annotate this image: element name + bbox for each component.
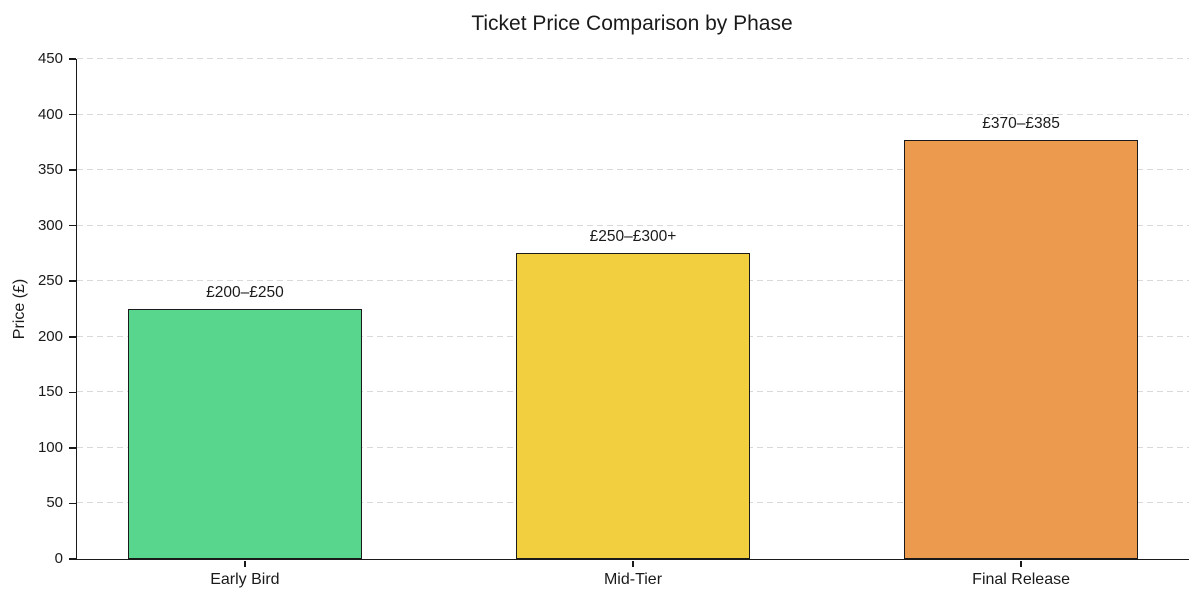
bar-mid-tier [516, 253, 750, 559]
y-tick-mark-400 [68, 113, 76, 116]
gridline-y-450 [77, 58, 1189, 59]
y-tick-mark-100 [68, 447, 76, 449]
x-tick-mark-final-release [1020, 560, 1022, 567]
x-tick-label-mid-tier: Mid-Tier [603, 571, 663, 588]
y-tick-label-100: 100 [37, 438, 63, 456]
gridline-y-300 [77, 224, 1189, 226]
y-axis-label: Price (£) [11, 278, 28, 340]
y-tick-label-450: 450 [37, 50, 63, 67]
y-tick-label-400: 400 [37, 105, 63, 123]
plot-area: £200–£250 £250–£300+ £370–£385 0 50 100 150 20… [38, 50, 1189, 588]
y-tick-label-350: 350 [37, 161, 63, 179]
x-tick-label-early-bird: Early Bird [210, 571, 280, 588]
y-tick-mark-150 [68, 391, 76, 394]
y-tick-label-250: 250 [37, 272, 63, 290]
y-tick-label-300: 300 [37, 216, 63, 234]
y-tick-mark-300 [68, 224, 76, 227]
bar-early-bird [127, 309, 362, 559]
x-tick-mark-mid-tier [632, 560, 634, 567]
y-tick-mark-350 [68, 169, 76, 171]
y-tick-mark-200 [68, 336, 76, 338]
bar-value-label-final-release: £370–£385 [982, 114, 1060, 132]
x-tick-label-final-release: Final Release [972, 571, 1070, 588]
y-tick-label-0: 0 [54, 550, 63, 567]
y-tick-mark-50 [68, 502, 76, 505]
bar-value-label-mid-tier: £250–£300+ [589, 228, 677, 246]
y-tick-mark-0 [68, 558, 76, 560]
gridline-y-400 [77, 113, 1189, 115]
y-tick-mark-450 [68, 58, 76, 60]
bar-value-label-early-bird: £200–£250 [206, 284, 284, 301]
y-tick-mark-250 [68, 280, 76, 282]
bar-final-release [904, 139, 1139, 559]
y-tick-label-50: 50 [46, 494, 63, 512]
gridline-y-350 [77, 169, 1189, 171]
x-tick-mark-early-bird [244, 560, 246, 567]
y-tick-label-150: 150 [37, 383, 63, 401]
y-tick-label-200: 200 [37, 327, 63, 345]
chart-title: Ticket Price Comparison by Phase [471, 12, 793, 35]
